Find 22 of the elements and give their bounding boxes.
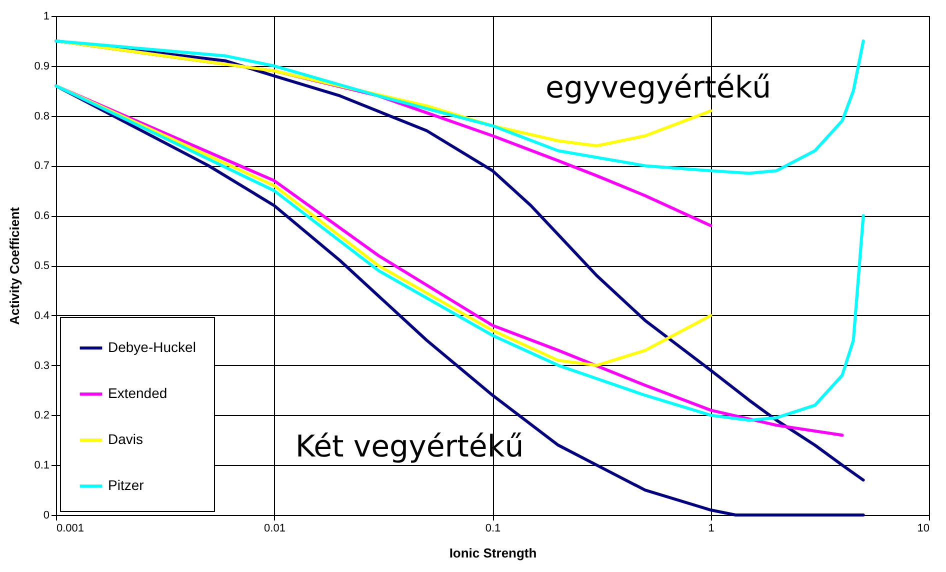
legend-label: Pitzer [108, 477, 144, 493]
y-tick-label: 1 [43, 10, 50, 22]
y-axis-title: Activity Coefficient [7, 206, 22, 325]
y-tick-label: 0.1 [34, 460, 50, 472]
y-tick-label: 0.9 [34, 60, 50, 72]
y-tick-label: 0.3 [34, 360, 50, 372]
y-tick-label: 0.4 [34, 310, 50, 322]
x-tick-label: 0.001 [56, 522, 84, 534]
y-tick-label: 0.8 [34, 110, 50, 122]
y-tick-label: 0 [43, 510, 50, 522]
x-tick-label: 1 [708, 522, 714, 534]
y-tick-label: 0.5 [34, 260, 50, 272]
y-tick-label: 0.7 [34, 160, 50, 172]
legend-label: Extended [108, 385, 168, 401]
y-tick-label: 0.6 [34, 210, 50, 222]
x-axis-title: Ionic Strength [449, 546, 537, 560]
legend-label: Debye-Huckel [108, 339, 196, 355]
x-tick-label: 0.01 [264, 522, 286, 534]
legend-label: Davis [108, 431, 144, 447]
x-tick-label: 10 [917, 522, 930, 534]
y-tick-label: 0.2 [34, 410, 50, 422]
x-tick-label: 0.1 [485, 522, 501, 534]
